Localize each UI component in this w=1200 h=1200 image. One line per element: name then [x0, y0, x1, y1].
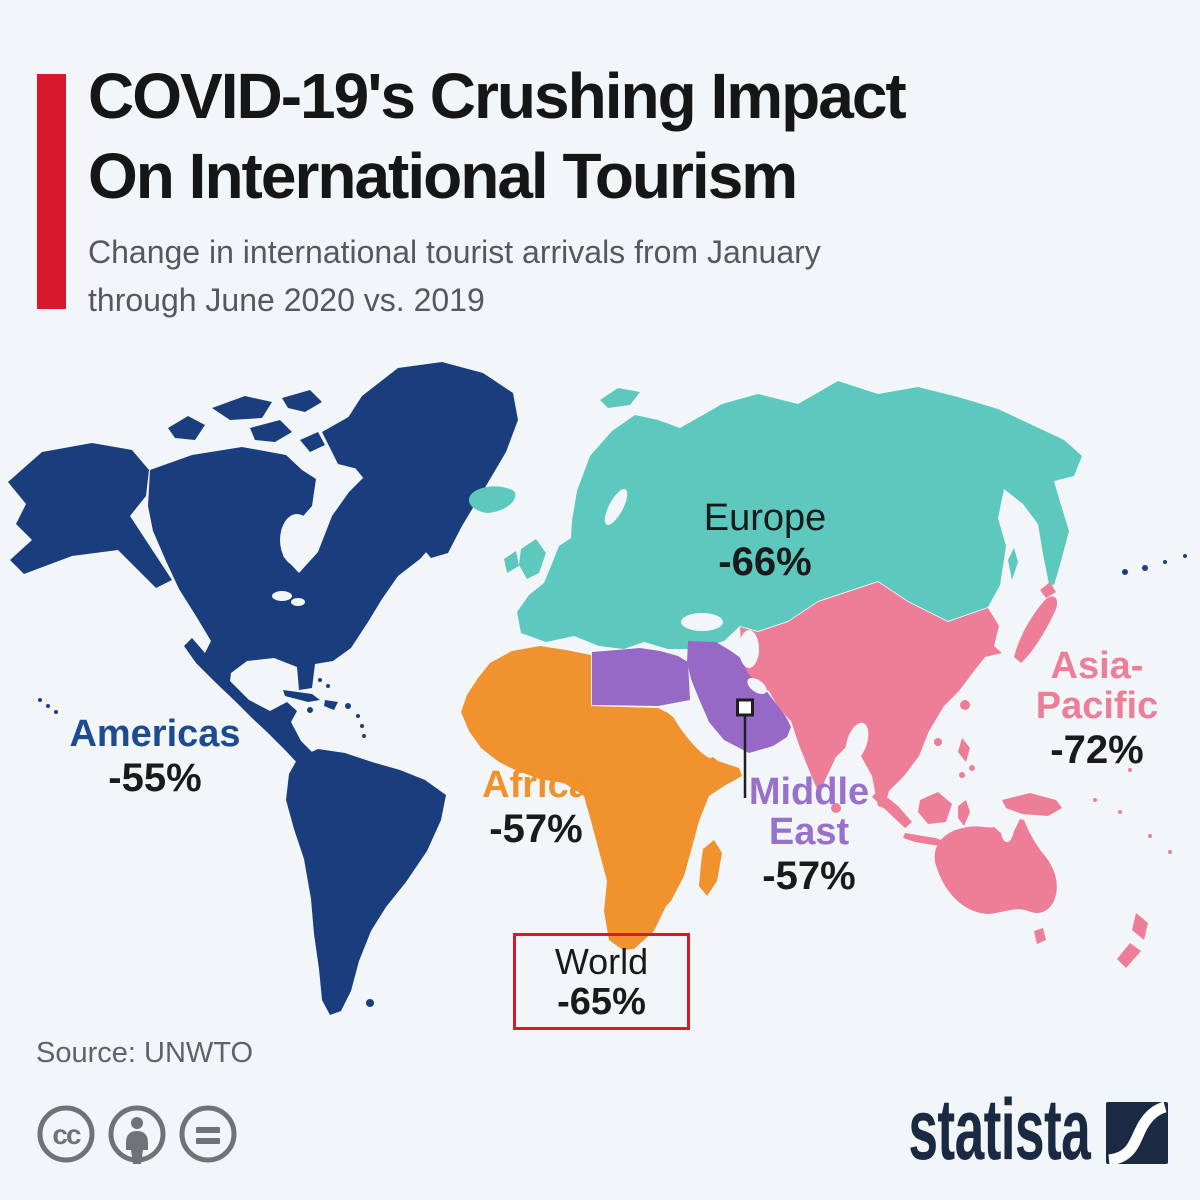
region-value: -65% — [557, 980, 646, 1023]
map-caribbean — [283, 690, 338, 710]
region-name: World — [554, 940, 649, 982]
region-value: -55% — [108, 756, 202, 800]
statista-brand: statista — [797, 1082, 1090, 1178]
map-britain — [519, 539, 546, 579]
statista-logo-mark — [1106, 1102, 1168, 1164]
region-name: Asia-Pacific — [1035, 645, 1159, 727]
map-region-middle-east — [592, 641, 791, 753]
map-region-asia-pacific — [740, 582, 1172, 968]
map-caribbean-islands — [38, 554, 1187, 738]
map-sumatra — [872, 790, 912, 828]
region-name: Middle East — [748, 771, 870, 853]
label-asia-pacific: Asia-Pacific -72% — [1012, 646, 1182, 771]
map-region-europe — [468, 381, 1082, 649]
cc-glyph: cc — [52, 1119, 81, 1150]
middle-east-marker-square — [736, 698, 754, 717]
map-asia-mainland — [740, 582, 1002, 808]
map-region-americas — [8, 362, 1187, 1015]
title-accent-bar — [37, 74, 66, 309]
map-japan — [1014, 582, 1058, 663]
map-sulawesi — [958, 800, 970, 826]
map-madagascar — [699, 840, 722, 896]
cc-icon — [37, 1105, 95, 1163]
title-line2: On International Tourism — [88, 140, 798, 212]
map-java — [903, 833, 948, 847]
person-glyph — [126, 1117, 148, 1164]
map-arctic-islands — [168, 390, 378, 470]
label-africa: Africa -57% — [446, 765, 626, 850]
map-borneo — [918, 792, 952, 824]
region-value: -57% — [489, 807, 583, 851]
map-tasmania — [1034, 928, 1046, 944]
map-region-africa — [461, 646, 742, 950]
map-philippines — [958, 738, 970, 762]
map-falklands — [366, 999, 374, 1007]
region-name: Europe — [703, 497, 827, 539]
map-pacific-islands — [831, 700, 1172, 854]
map-alaska — [8, 443, 172, 588]
subtitle-line2: through June 2020 vs. 2019 — [88, 282, 485, 318]
map-sakhalin — [1008, 548, 1018, 580]
equals-glyph — [196, 1127, 220, 1144]
equals-no-derivatives-icon — [179, 1105, 237, 1163]
region-value: -66% — [718, 540, 812, 584]
map-svalbard — [600, 388, 640, 408]
map-iceland — [468, 486, 516, 513]
label-middle-east: Middle East -57% — [739, 772, 879, 897]
label-americas: Americas -55% — [35, 714, 275, 799]
title-line1: COVID-19's Crushing Impact — [88, 60, 907, 132]
map-ireland — [504, 551, 519, 573]
map-australia — [934, 819, 1057, 914]
map-libya-egypt — [592, 648, 690, 706]
map-africa-mainland — [461, 646, 742, 950]
page-title: COVID-19's Crushing Impact On Internatio… — [88, 56, 1168, 216]
map-arabia-levant — [687, 641, 791, 753]
world-value-box: World -65% — [513, 933, 690, 1030]
map-north-america — [148, 447, 436, 790]
map-new-zealand — [1117, 913, 1148, 968]
region-name: Africa — [482, 764, 590, 806]
map-greenland — [340, 362, 518, 558]
region-value: -72% — [1050, 728, 1144, 772]
license-icons: cc — [37, 1105, 237, 1164]
source-note: Source: UNWTO — [36, 1037, 254, 1069]
map-eurasia — [517, 381, 1082, 649]
page-subtitle: Change in international tourist arrivals… — [88, 228, 1088, 324]
map-new-guinea — [1002, 793, 1062, 816]
label-europe: Europe -66% — [665, 498, 865, 583]
region-value: -57% — [762, 854, 856, 898]
subtitle-line1: Change in international tourist arrivals… — [88, 234, 821, 270]
region-name: Americas — [69, 713, 241, 755]
map-south-america — [286, 749, 446, 1015]
statista-wordmark: statista — [908, 1082, 1090, 1178]
map-inland-seas — [272, 489, 869, 762]
